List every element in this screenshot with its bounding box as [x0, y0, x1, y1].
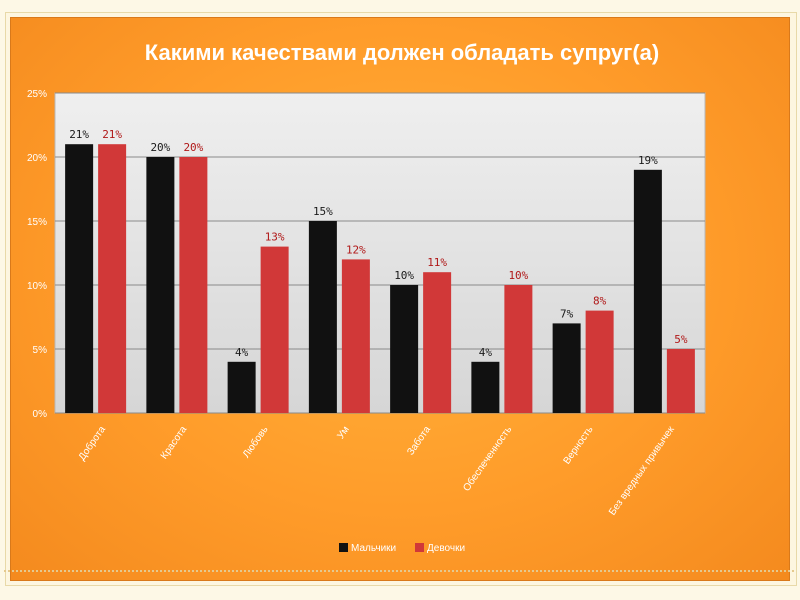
data-label-boys: 4%: [235, 346, 249, 359]
y-tick-label: 20%: [27, 153, 47, 164]
data-label-boys: 15%: [313, 205, 333, 218]
data-label-boys: 7%: [560, 307, 574, 320]
bar-girls: [504, 285, 533, 413]
legend: Мальчики Девочки: [339, 543, 465, 554]
y-tick-label: 10%: [27, 281, 47, 292]
y-tick-label: 5%: [33, 345, 48, 356]
bar-boys: [65, 144, 94, 413]
data-label-boys: 19%: [638, 154, 658, 167]
data-label-boys: 20%: [150, 141, 170, 154]
x-tick-label: Обеспеченность: [460, 424, 514, 494]
legend-label: Мальчики: [351, 543, 396, 554]
slide-edge-decoration: [4, 570, 794, 578]
y-tick-label: 25%: [27, 89, 47, 100]
x-tick-label: Любовь: [240, 424, 270, 460]
bar-boys: [227, 361, 256, 413]
bar-girls: [423, 272, 452, 413]
legend-label: Девочки: [427, 543, 465, 554]
y-axis: 0% 5% 10% 15% 20% 25%: [27, 89, 47, 420]
data-label-girls: 8%: [593, 295, 607, 308]
x-tick-label: Верность: [562, 424, 596, 466]
legend-swatch: [415, 543, 424, 552]
legend-swatch: [339, 543, 348, 552]
bar-girls: [179, 157, 208, 413]
bar-girls: [260, 246, 289, 413]
bar-girls: [341, 259, 370, 413]
data-label-girls: 10%: [508, 269, 528, 282]
bars: [65, 144, 695, 413]
x-axis: Доброта Красота Любовь Ум Забота Обеспеченнос…: [76, 423, 677, 517]
bar-girls: [585, 310, 614, 413]
bar-boys: [633, 169, 662, 413]
data-label-girls: 13%: [265, 231, 285, 244]
data-label-girls: 5%: [674, 333, 688, 346]
chart-title: Какими качествами должен обладать супруг…: [145, 40, 659, 65]
bar-boys: [146, 157, 175, 413]
data-label-girls: 11%: [427, 256, 447, 269]
data-label-girls: 12%: [346, 243, 366, 256]
x-tick-label: Забота: [404, 423, 433, 457]
bar-boys: [308, 221, 337, 413]
x-tick-label: Ум: [335, 424, 351, 441]
y-tick-label: 15%: [27, 217, 47, 228]
bar-boys: [390, 285, 419, 413]
data-labels: 21% 21% 20% 20% 4% 13% 15% 12% 10% 11% 4% 10% 7% 8% 19…: [69, 128, 688, 359]
data-label-girls: 20%: [183, 141, 203, 154]
x-tick-label: Без вредных привычек: [607, 424, 677, 518]
data-label-boys: 4%: [479, 346, 493, 359]
data-label-boys: 21%: [69, 128, 89, 141]
x-tick-label: Красота: [159, 424, 190, 461]
data-label-boys: 10%: [394, 269, 414, 282]
bar-girls: [98, 144, 127, 413]
x-tick-label: Доброта: [76, 423, 109, 462]
bar-boys: [471, 361, 500, 413]
data-label-girls: 21%: [102, 128, 122, 141]
bar-boys: [552, 323, 581, 413]
bar-girls: [666, 349, 695, 413]
y-tick-label: 0%: [33, 409, 48, 420]
